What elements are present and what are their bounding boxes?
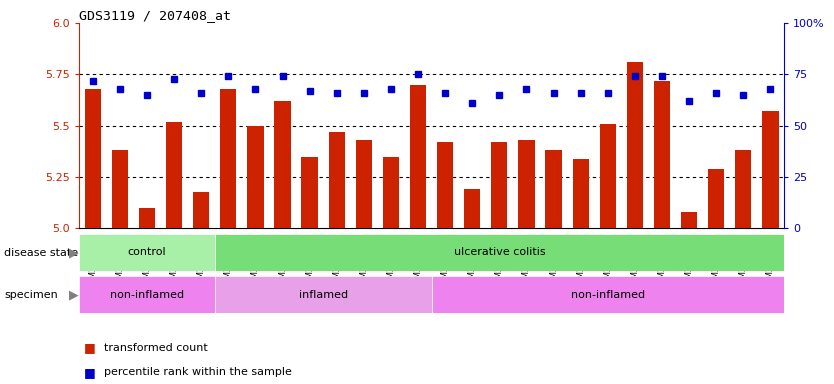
Bar [138, 208, 155, 228]
Bar [762, 111, 778, 228]
Bar [431, 276, 784, 313]
Bar [491, 142, 507, 228]
Bar [79, 276, 214, 313]
Text: non-inflamed: non-inflamed [570, 290, 645, 300]
Bar [518, 140, 535, 228]
Bar [708, 169, 724, 228]
Bar [626, 62, 643, 228]
Bar [681, 212, 697, 228]
Text: non-inflamed: non-inflamed [110, 290, 184, 300]
Bar [214, 276, 432, 313]
Text: transformed count: transformed count [104, 343, 208, 353]
Bar [383, 157, 399, 228]
Bar [437, 142, 453, 228]
Bar [301, 157, 318, 228]
Bar [409, 84, 426, 228]
Text: control: control [128, 247, 166, 258]
Text: specimen: specimen [4, 290, 58, 300]
Bar [274, 101, 290, 228]
Text: ▶: ▶ [69, 288, 79, 301]
Bar [464, 189, 480, 228]
Bar [193, 192, 209, 228]
Bar [600, 124, 615, 228]
Text: ■: ■ [83, 341, 95, 354]
Text: percentile rank within the sample: percentile rank within the sample [104, 367, 292, 377]
Bar [735, 151, 751, 228]
Bar [220, 89, 236, 228]
Bar [572, 159, 589, 228]
Bar [545, 151, 561, 228]
Bar [654, 81, 670, 228]
Text: disease state: disease state [4, 248, 78, 258]
Text: ■: ■ [83, 366, 95, 379]
Bar [85, 89, 101, 228]
Text: inflamed: inflamed [299, 290, 348, 300]
Text: GDS3119 / 207408_at: GDS3119 / 207408_at [79, 9, 231, 22]
Bar [214, 234, 784, 271]
Bar [166, 122, 182, 228]
Text: ▶: ▶ [69, 246, 79, 259]
Bar [355, 140, 372, 228]
Bar [329, 132, 344, 228]
Bar [79, 234, 214, 271]
Bar [112, 151, 128, 228]
Text: ulcerative colitis: ulcerative colitis [454, 247, 545, 258]
Bar [247, 126, 264, 228]
